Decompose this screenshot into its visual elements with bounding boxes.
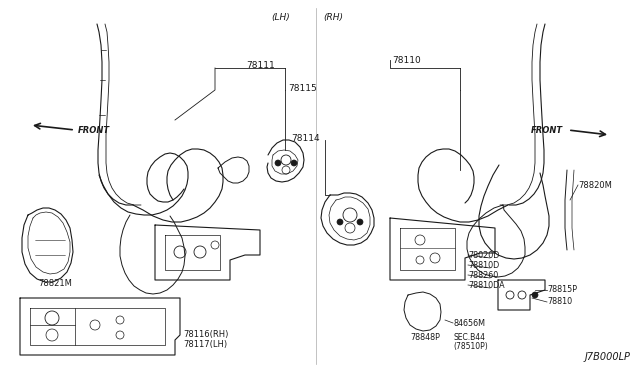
Circle shape: [357, 219, 363, 225]
Text: 78117(LH): 78117(LH): [183, 340, 227, 349]
Circle shape: [532, 292, 538, 298]
Circle shape: [337, 219, 343, 225]
Text: J7B000LP: J7B000LP: [584, 352, 630, 362]
Text: 78110: 78110: [392, 55, 420, 64]
Text: SEC.B44: SEC.B44: [453, 334, 485, 343]
Text: 78815P: 78815P: [547, 285, 577, 295]
Text: 78115: 78115: [288, 83, 317, 93]
Text: 78848P: 78848P: [410, 334, 440, 343]
Text: (78510P): (78510P): [453, 343, 488, 352]
Text: 78810D: 78810D: [468, 260, 499, 269]
Text: (RH): (RH): [323, 13, 343, 22]
Text: 78020D: 78020D: [468, 250, 499, 260]
Text: 78821M: 78821M: [38, 279, 72, 288]
Text: 78810DA: 78810DA: [468, 280, 504, 289]
Text: 78111: 78111: [246, 61, 275, 70]
Text: FRONT: FRONT: [531, 125, 563, 135]
Text: 78114: 78114: [291, 134, 320, 142]
Text: FRONT: FRONT: [78, 125, 110, 135]
Circle shape: [291, 160, 297, 166]
Text: 788260: 788260: [468, 270, 499, 279]
Text: (LH): (LH): [271, 13, 291, 22]
Text: 78820M: 78820M: [578, 180, 612, 189]
Text: 78810: 78810: [547, 298, 572, 307]
Circle shape: [275, 160, 281, 166]
Text: 78116(RH): 78116(RH): [183, 330, 228, 340]
Text: 84656M: 84656M: [453, 318, 485, 327]
